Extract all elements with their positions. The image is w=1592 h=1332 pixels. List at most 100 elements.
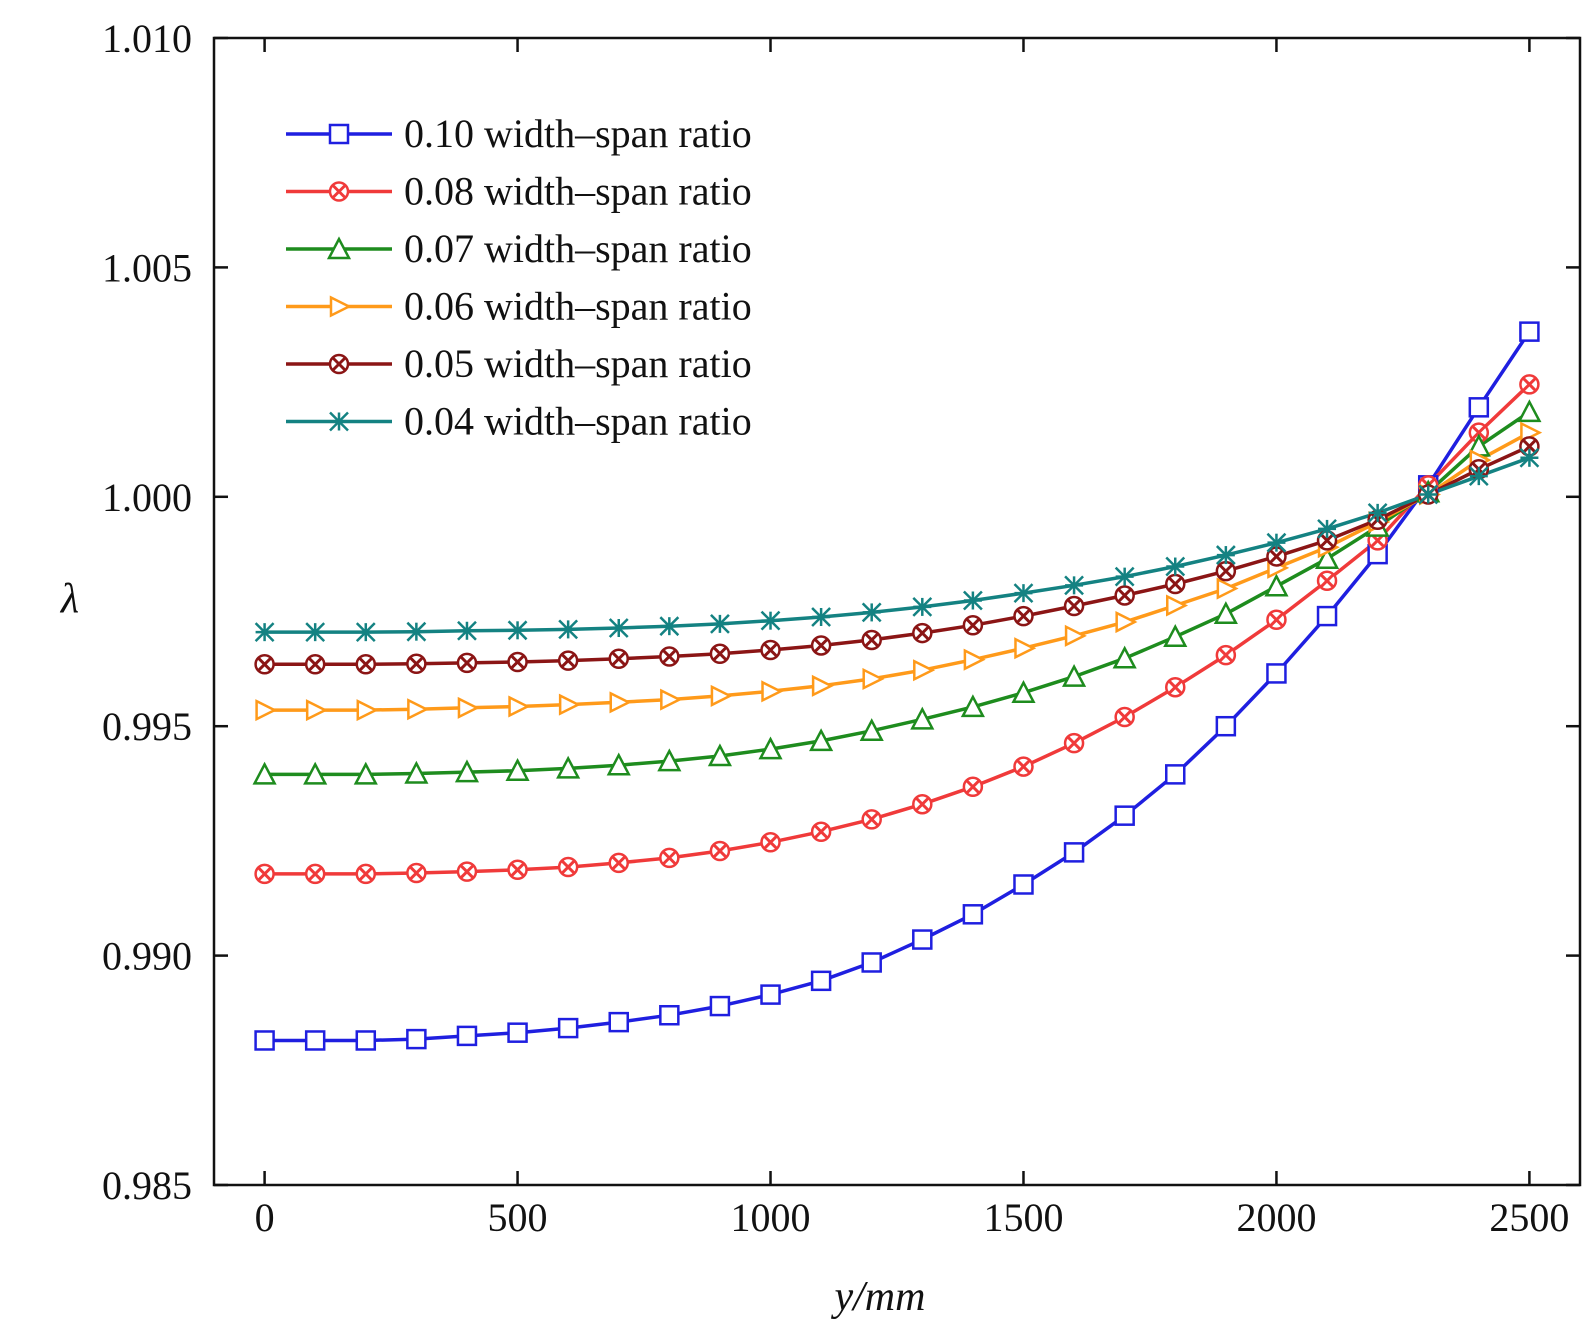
- data-point: [608, 618, 629, 638]
- triangle-right-marker: [1216, 577, 1239, 600]
- data-point: [1114, 585, 1135, 606]
- data-point: [1266, 663, 1287, 684]
- data-point: [659, 646, 680, 667]
- cross-stroke: [331, 356, 347, 372]
- data-point: [608, 1011, 629, 1033]
- data-point: [709, 995, 731, 1017]
- data-point: [963, 590, 983, 611]
- triangle-marker: [707, 743, 732, 767]
- square-marker: [861, 952, 882, 973]
- triangle-marker: [556, 755, 581, 779]
- cross-stroke: [863, 632, 880, 648]
- cross-stroke: [762, 834, 779, 851]
- square-marker: [456, 1025, 478, 1047]
- axis-ticks: 0 500 1000 1500 2000 2500 0.985 0.990 0.995 1.000…: [102, 16, 1580, 1240]
- data-point: [1013, 605, 1034, 627]
- data-point: [328, 123, 350, 145]
- data-point: [1063, 595, 1085, 617]
- data-point: [912, 929, 933, 950]
- data-point: [761, 680, 784, 703]
- data-point: [454, 759, 480, 783]
- data-point: [1215, 715, 1237, 737]
- data-point: [557, 650, 579, 671]
- cross-stroke: [459, 863, 475, 880]
- triangle-marker: [758, 736, 783, 760]
- data-point: [1367, 502, 1388, 523]
- legend-label: 0.04 width–span ratio: [404, 399, 752, 444]
- data-point: [810, 970, 832, 992]
- legend-label: 0.06 width–span ratio: [404, 284, 752, 329]
- data-point: [406, 621, 427, 642]
- data-point: [356, 699, 379, 722]
- data-point: [709, 643, 731, 664]
- triangle-marker: [1062, 663, 1087, 687]
- data-point: [760, 984, 781, 1005]
- series: [264, 383, 1531, 876]
- cross-stroke: [1167, 576, 1184, 592]
- series-layer: [252, 321, 1543, 1051]
- data-point: [304, 654, 326, 675]
- data-point: [912, 597, 933, 617]
- data-point: [1114, 566, 1135, 587]
- data-point: [1063, 732, 1085, 754]
- data-point: [1112, 645, 1137, 669]
- series: [264, 456, 1530, 634]
- square-marker: [1114, 805, 1135, 826]
- triangle-right-marker: [963, 648, 986, 671]
- data-point: [1317, 519, 1337, 539]
- data-point: [457, 696, 480, 719]
- triangle-right-marker: [811, 674, 834, 697]
- triangle-marker: [454, 759, 480, 783]
- data-point: [304, 863, 326, 885]
- y-tick-label: 0.990: [102, 934, 192, 979]
- data-point: [505, 758, 530, 781]
- cross-stroke: [1471, 424, 1487, 441]
- cross-stroke: [1167, 679, 1184, 696]
- cross-stroke: [1268, 611, 1285, 628]
- data-point: [1165, 676, 1186, 698]
- data-point: [406, 653, 427, 675]
- data-point: [456, 1025, 478, 1047]
- triangle-marker: [910, 706, 935, 730]
- cross-stroke: [965, 778, 981, 795]
- data-point: [913, 659, 936, 682]
- data-point: [710, 684, 733, 707]
- data-point: [1063, 842, 1085, 863]
- data-point: [910, 706, 935, 730]
- series-markers: [254, 436, 1540, 675]
- data-point: [1014, 637, 1037, 660]
- triangle-right-marker: [558, 693, 581, 716]
- triangle-right-marker: [1064, 624, 1087, 647]
- data-point: [456, 861, 478, 882]
- square-marker: [507, 1022, 528, 1043]
- data-point: [861, 602, 882, 623]
- data-point: [1517, 399, 1542, 423]
- square-marker: [659, 1004, 680, 1026]
- data-point: [557, 856, 579, 878]
- data-point: [507, 1022, 528, 1043]
- cross-stroke: [610, 855, 627, 871]
- square-marker: [760, 984, 781, 1005]
- data-point: [707, 743, 732, 767]
- data-point: [1266, 609, 1287, 631]
- data-point: [406, 1028, 427, 1050]
- data-point: [1165, 556, 1186, 577]
- data-point: [657, 748, 682, 772]
- square-marker: [1519, 321, 1540, 342]
- x-tick-label: 0: [255, 1195, 275, 1240]
- data-point: [1519, 374, 1540, 395]
- data-point: [810, 635, 832, 656]
- triangle-marker: [404, 760, 429, 784]
- cross-stroke: [863, 811, 880, 828]
- data-point: [861, 629, 882, 651]
- cross-stroke: [1116, 587, 1133, 604]
- series-line: [264, 456, 1530, 634]
- square-marker: [810, 970, 832, 992]
- triangle-marker: [606, 752, 631, 776]
- data-point: [811, 607, 831, 627]
- triangle-right-marker: [407, 698, 430, 721]
- y-tick-label: 0.995: [102, 704, 192, 749]
- data-point: [1519, 321, 1540, 342]
- legend-item: 0.07 width–span ratio: [286, 226, 752, 271]
- plot-frame: [212, 36, 1582, 1187]
